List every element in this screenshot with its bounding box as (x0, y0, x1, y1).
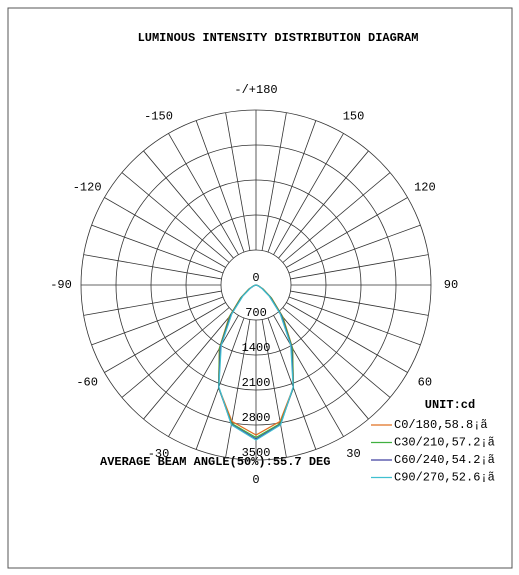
ring (115, 144, 397, 426)
angle-tick-label: 150 (343, 109, 365, 123)
frame (7, 7, 513, 569)
angle-tick-label: 60 (418, 376, 432, 390)
angle-tick-label: 90 (444, 278, 458, 292)
angle-tick-label: 0 (252, 473, 259, 487)
angle-tick-label: -60 (76, 376, 98, 390)
r-tick-label: 2100 (242, 376, 271, 390)
r-tick-label: 700 (245, 306, 267, 320)
angle-tick-label: -30 (148, 447, 170, 461)
beam-angle-note: AVERAGE BEAM ANGLE(50%):55.7 DEG (100, 455, 330, 469)
r-tick-label: 3500 (242, 446, 271, 460)
r-tick-label: 0 (252, 271, 259, 285)
r-tick-label: 1400 (242, 341, 271, 355)
legend-label: C90/270,52.6¡ã (394, 471, 495, 485)
ring (220, 249, 292, 321)
legend-label: C30/210,57.2¡ã (394, 436, 495, 450)
angle-tick-label: -150 (144, 109, 173, 123)
r-tick-label: 2800 (242, 411, 271, 425)
angle-tick-label: -120 (73, 181, 102, 195)
angle-tick-label: 120 (414, 181, 436, 195)
chart-title: LUMINOUS INTENSITY DISTRIBUTION DIAGRAM (138, 31, 419, 45)
unit-label: UNIT:cd (425, 398, 475, 412)
angle-tick-label: 30 (346, 447, 360, 461)
ring (80, 109, 432, 461)
angle-tick-label: -90 (50, 278, 72, 292)
legend-label: C0/180,58.8¡ã (394, 418, 488, 432)
angle-tick-label: -/+180 (234, 83, 277, 97)
intensity-curve (218, 284, 294, 441)
ring (185, 214, 327, 356)
legend-label: C60/240,54.2¡ã (394, 453, 495, 467)
ring (150, 179, 362, 391)
